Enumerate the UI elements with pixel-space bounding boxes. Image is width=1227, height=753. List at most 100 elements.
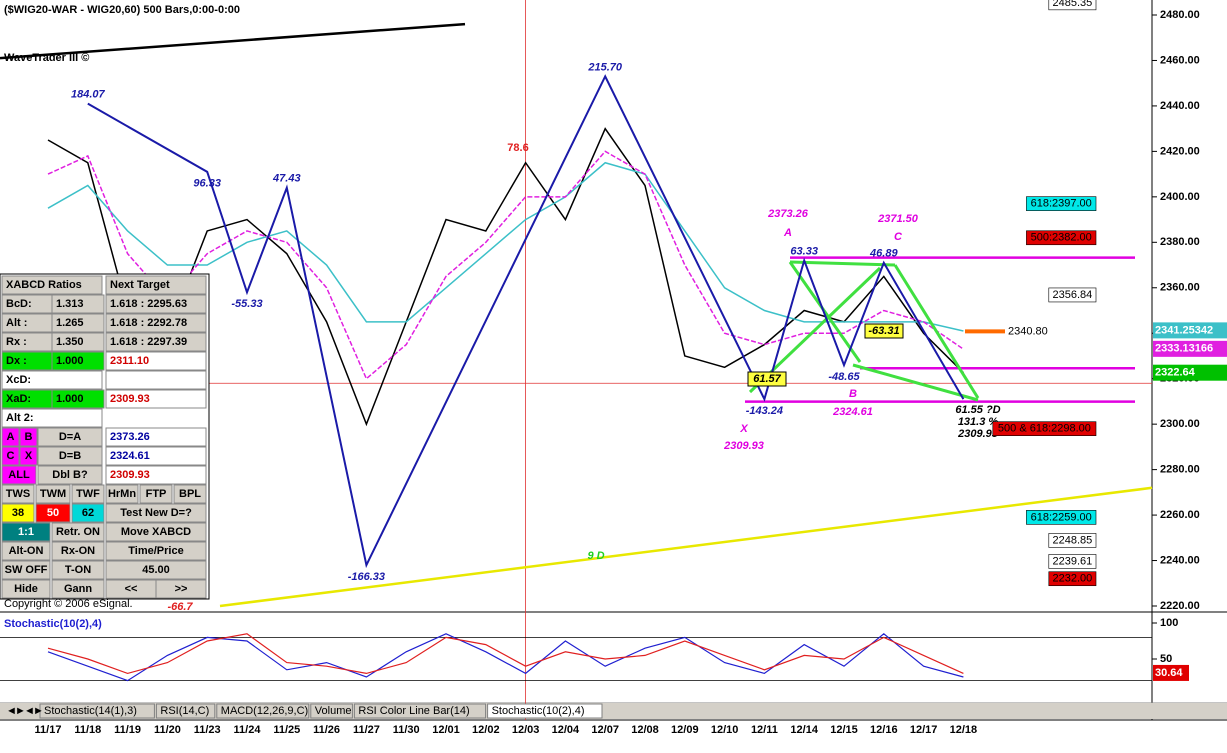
panel-button[interactable] xyxy=(51,579,105,599)
tab-label[interactable]: RSI Color Line Bar(14) xyxy=(358,705,469,717)
panel-button-label[interactable]: BPL xyxy=(179,488,201,500)
tab-scroll[interactable]: ◄ xyxy=(24,705,35,717)
tab[interactable] xyxy=(155,703,216,719)
panel-button[interactable] xyxy=(37,446,103,466)
tab[interactable] xyxy=(216,703,310,719)
y-tick-label: 2400.00 xyxy=(1160,191,1200,203)
panel-cell xyxy=(105,389,207,409)
tab[interactable] xyxy=(39,703,155,719)
x-tick-label: 12/08 xyxy=(631,724,659,736)
stochastic-line xyxy=(47,633,964,675)
panel-button[interactable] xyxy=(71,484,105,504)
panel-button-label[interactable]: 50 xyxy=(47,507,59,519)
panel-button[interactable] xyxy=(1,503,35,523)
panel-button-label[interactable]: HrMn xyxy=(108,488,136,500)
panel-button-label[interactable]: Retr. ON xyxy=(56,526,100,538)
panel-cell xyxy=(51,351,105,371)
panel-button-label[interactable]: D=B xyxy=(59,450,81,462)
panel-button-label[interactable]: Test New D=? xyxy=(120,507,192,519)
panel-cell xyxy=(105,275,207,295)
price-box xyxy=(1048,533,1097,548)
tab-scroll[interactable]: ► xyxy=(33,705,44,717)
panel-button-label[interactable]: >> xyxy=(175,583,188,595)
panel-button[interactable] xyxy=(1,446,20,466)
wave-label: -143.24 xyxy=(746,405,783,417)
panel-cell xyxy=(105,332,207,352)
panel-button-label[interactable]: SW OFF xyxy=(5,564,48,576)
panel-button-label[interactable]: B xyxy=(25,431,33,443)
tab[interactable] xyxy=(353,703,487,719)
panel-button[interactable] xyxy=(155,579,207,599)
panel-button-label[interactable]: D=A xyxy=(59,431,81,443)
panel-button-label[interactable]: Dbl B? xyxy=(52,469,88,481)
panel-button-label[interactable]: TWF xyxy=(76,488,100,500)
panel-button[interactable] xyxy=(1,427,20,447)
panel-button[interactable] xyxy=(51,560,105,580)
current-tag xyxy=(1153,664,1189,681)
panel-button-label[interactable]: Alt-ON xyxy=(9,545,44,557)
panel-button[interactable] xyxy=(51,522,105,542)
panel-button[interactable] xyxy=(173,484,207,504)
panel-button-label[interactable]: 62 xyxy=(82,507,94,519)
panel-cell xyxy=(51,313,105,333)
annotation: 131.3 % xyxy=(958,416,999,428)
tab-label[interactable]: Volume xyxy=(315,705,352,717)
panel-button-label[interactable]: T-ON xyxy=(65,564,91,576)
panel-button[interactable] xyxy=(1,465,37,485)
price-tag-label: 2333.13166 xyxy=(1155,343,1213,355)
panel-button[interactable] xyxy=(105,541,207,561)
annotation: 61.55 ?D xyxy=(955,404,1000,416)
panel-button-label[interactable]: Rx-ON xyxy=(61,545,95,557)
panel-text: Alt : xyxy=(6,317,27,329)
tab-label[interactable]: MACD(12,26,9,C) xyxy=(221,705,308,717)
panel-button[interactable] xyxy=(105,503,207,523)
panel-button-label[interactable]: Move XABCD xyxy=(121,526,191,538)
panel-button-label[interactable]: A xyxy=(7,431,15,443)
panel-button[interactable] xyxy=(105,522,207,542)
tab[interactable] xyxy=(487,703,603,719)
pattern-line xyxy=(893,264,980,399)
panel-button[interactable] xyxy=(19,427,38,447)
y-tick-label: 50 xyxy=(1160,653,1172,665)
price-line xyxy=(47,127,964,427)
panel-button[interactable] xyxy=(37,465,103,485)
price-line xyxy=(47,150,964,380)
tab-label[interactable]: RSI(14,C) xyxy=(160,705,209,717)
panel-button[interactable] xyxy=(51,541,105,561)
annotation-box xyxy=(864,323,904,339)
price-tag xyxy=(1153,364,1227,381)
panel-button[interactable] xyxy=(105,484,139,504)
panel-button-label[interactable]: 38 xyxy=(12,507,24,519)
tab-label[interactable]: Stochastic(14(1),3) xyxy=(44,705,137,717)
panel-button[interactable] xyxy=(1,522,51,542)
panel-button-label[interactable]: TWM xyxy=(40,488,66,500)
tab-label[interactable]: Stochastic(10(2),4) xyxy=(492,705,585,717)
panel-button[interactable] xyxy=(35,484,71,504)
panel-button-label[interactable]: Hide xyxy=(14,583,38,595)
panel-button-label[interactable]: FTP xyxy=(146,488,167,500)
panel-button[interactable] xyxy=(1,560,51,580)
tab-scroll[interactable]: ► xyxy=(15,705,26,717)
panel-button-label[interactable]: 1:1 xyxy=(18,526,34,538)
panel-button-label[interactable]: ALL xyxy=(8,469,30,481)
panel-button[interactable] xyxy=(1,484,35,504)
panel-button-label[interactable]: Time/Price xyxy=(128,545,183,557)
panel-button[interactable] xyxy=(1,579,51,599)
panel-button[interactable] xyxy=(37,427,103,447)
panel-button-label[interactable]: C xyxy=(7,450,15,462)
tab[interactable] xyxy=(310,703,353,719)
panel-button[interactable] xyxy=(105,560,207,580)
panel-button-label[interactable]: X xyxy=(25,450,33,462)
tab-scroll[interactable]: ◄ xyxy=(6,705,17,717)
panel-button-label[interactable]: 45.00 xyxy=(142,564,170,576)
panel-button-label[interactable]: TWS xyxy=(6,488,30,500)
panel-button-label[interactable]: << xyxy=(125,583,138,595)
panel-text: 1.265 xyxy=(56,317,84,329)
panel-button[interactable] xyxy=(19,446,38,466)
panel-button-label[interactable]: Gann xyxy=(64,583,92,595)
panel-button[interactable] xyxy=(35,503,71,523)
annotation: C xyxy=(894,231,903,243)
panel-button[interactable] xyxy=(139,484,173,504)
panel-button[interactable] xyxy=(1,541,51,561)
panel-button[interactable] xyxy=(71,503,105,523)
